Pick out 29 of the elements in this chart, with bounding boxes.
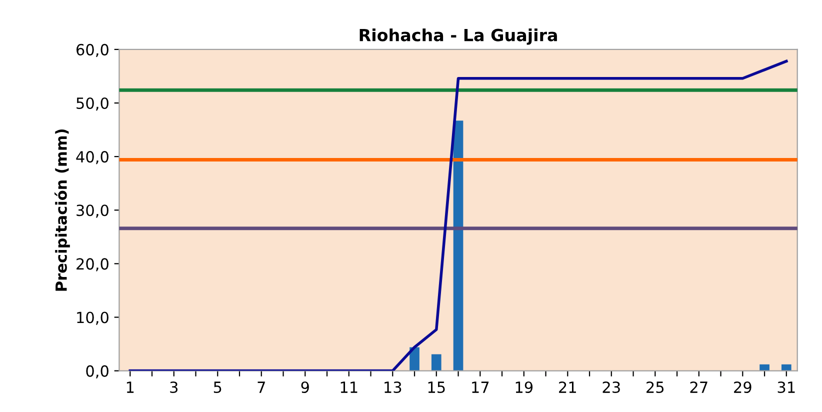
x-tick-label: 3 [170, 381, 178, 394]
chart-title: Riohacha - La Guajira [360, 28, 557, 45]
x-tick-label: 31 [778, 381, 795, 394]
x-tick-label: 21 [559, 381, 576, 393]
y-tick-label: 0,0 [86, 365, 108, 378]
x-tick-label: 13 [384, 381, 402, 394]
x-tick-label: 29 [734, 381, 752, 394]
bar [410, 347, 420, 371]
x-tick-label: 25 [646, 381, 664, 394]
x-tick-label: 27 [690, 381, 708, 393]
x-tick-label: 15 [428, 382, 445, 394]
y-axis-title: Precipitación (mm) [54, 129, 70, 291]
x-tick-label: 19 [516, 381, 533, 394]
y-tick-label: 50,0 [76, 97, 108, 111]
x-tick-label: 5 [214, 382, 222, 394]
x-tick-label: 9 [301, 381, 309, 394]
y-tick-label: 20,0 [76, 258, 108, 272]
line-series [128, 60, 788, 371]
bar [431, 354, 442, 371]
y-tick-label: 40,0 [76, 151, 108, 164]
x-tick-label: 1 [126, 382, 134, 393]
y-tick-label: 30,0 [76, 204, 108, 218]
x-tick-label: 17 [472, 382, 489, 393]
x-tick-label: 11 [340, 382, 358, 393]
y-tick-label: 60,0 [76, 44, 108, 58]
x-tick-label: 7 [258, 382, 265, 393]
y-tick-label: 10,0 [77, 312, 108, 325]
x-tick-label: 23 [602, 381, 620, 394]
bar [453, 120, 464, 371]
